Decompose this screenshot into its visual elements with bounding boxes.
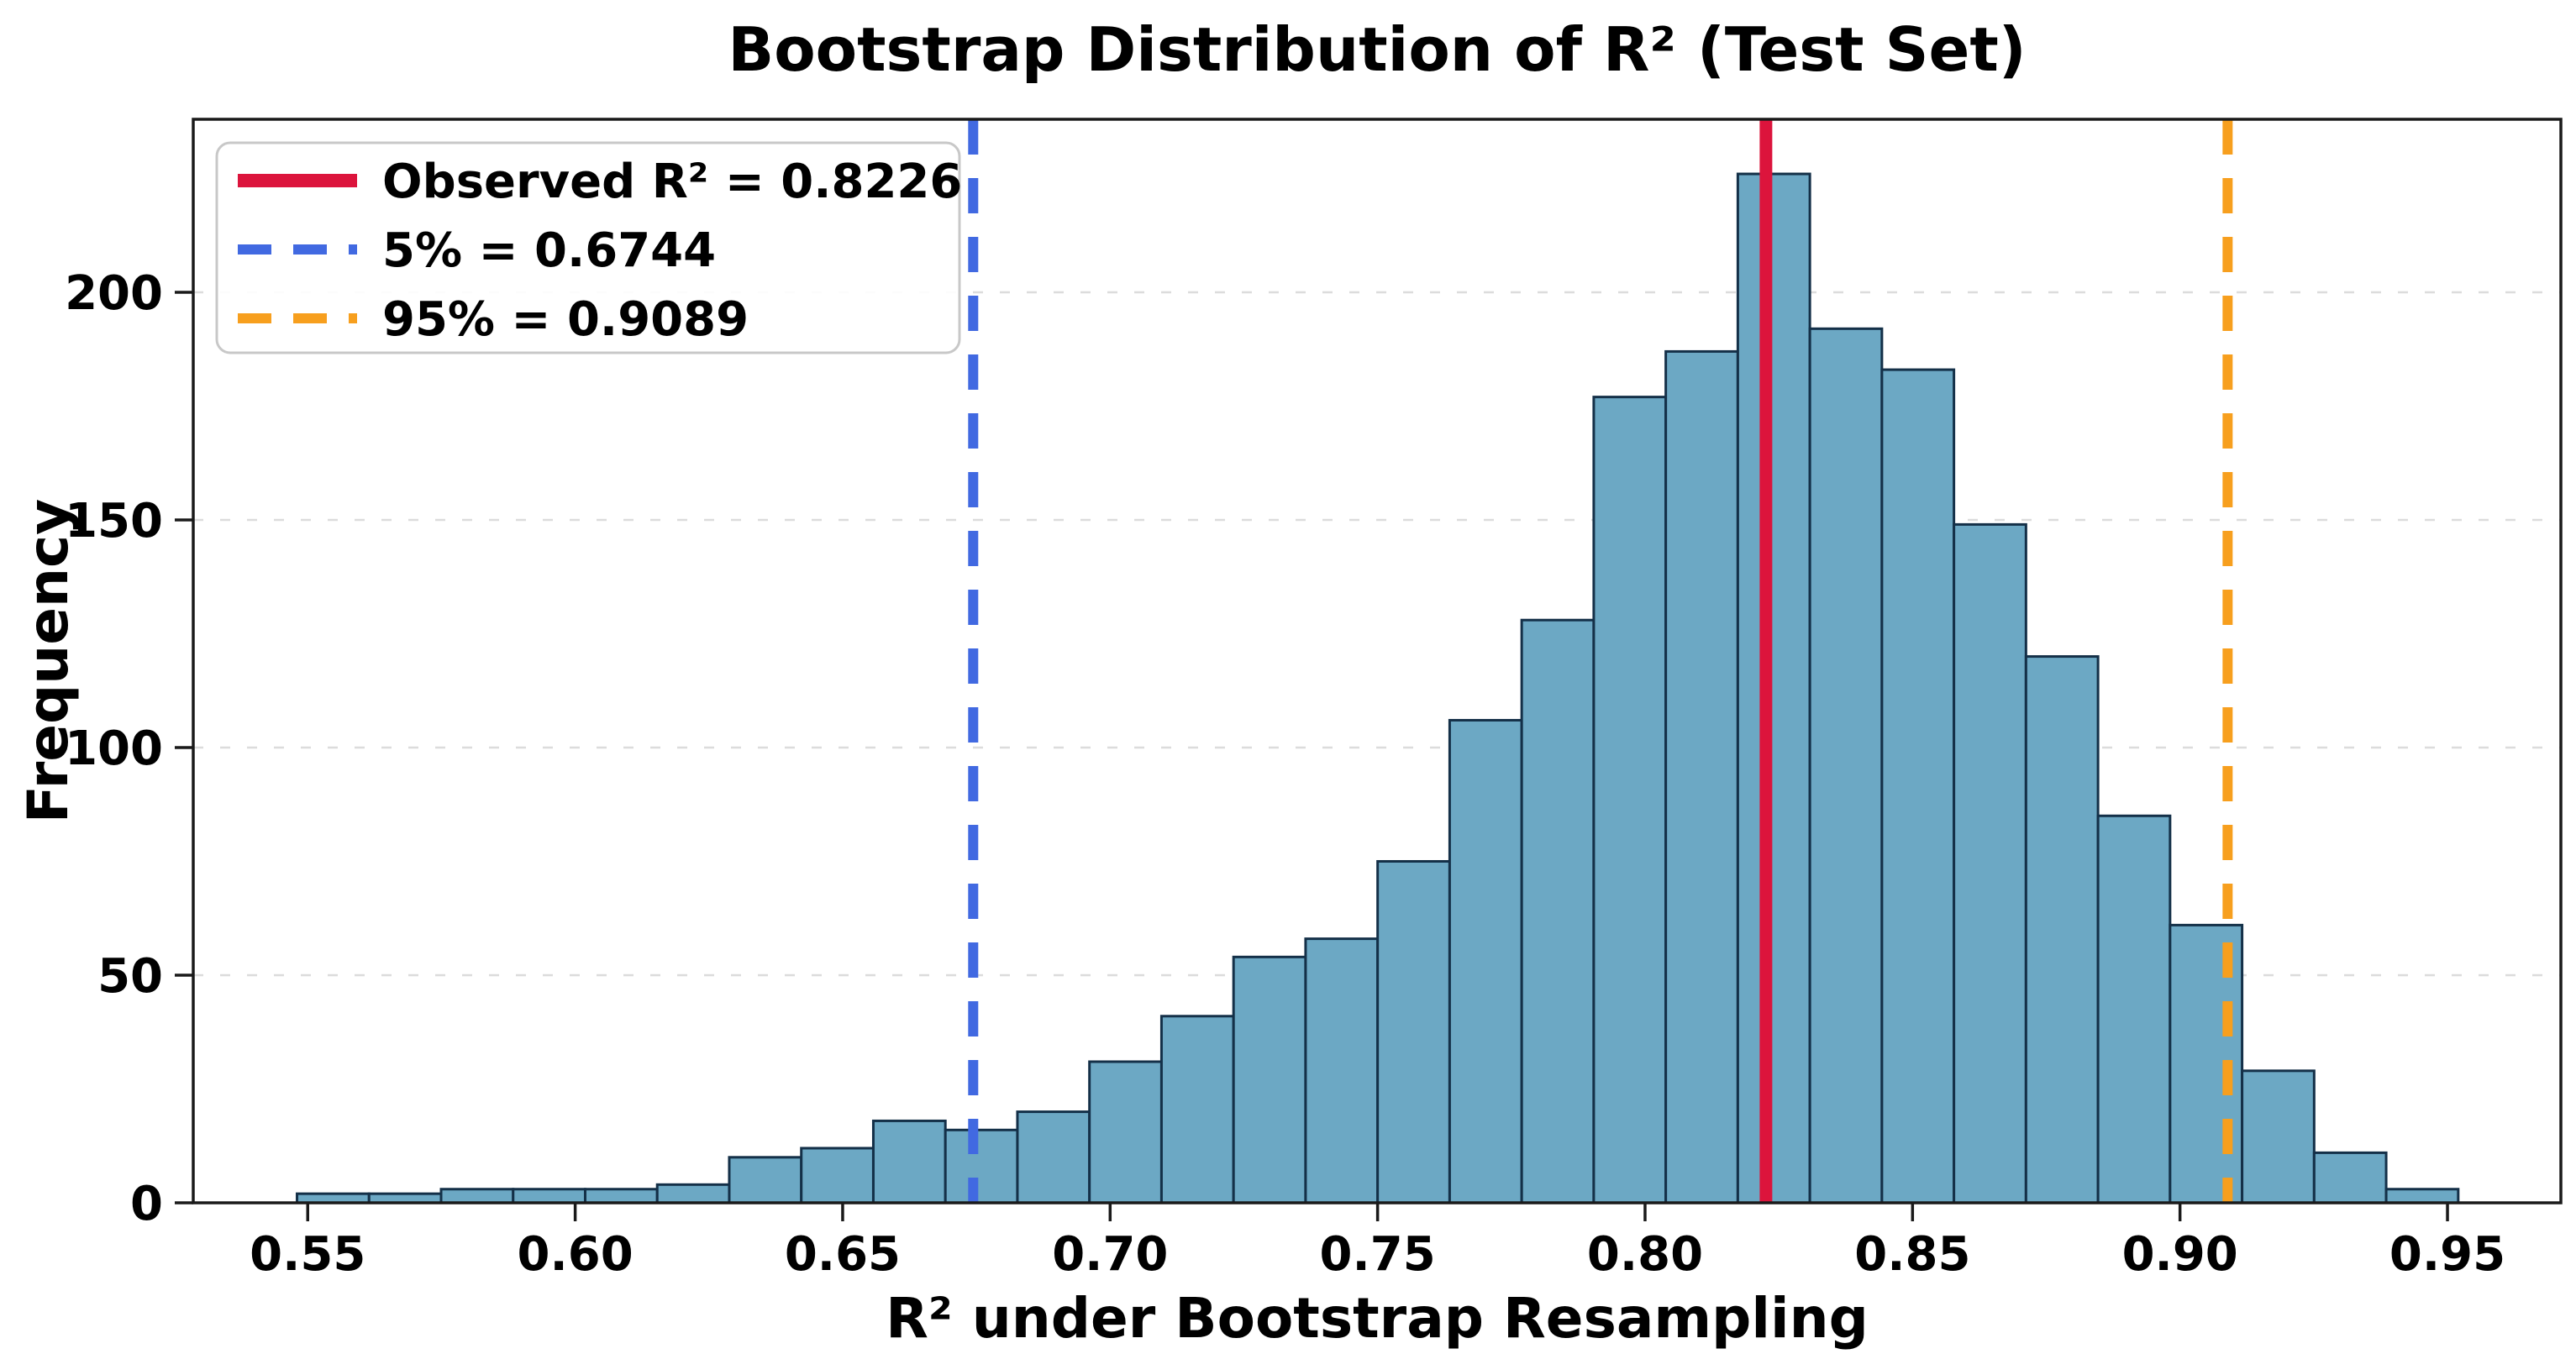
reference-lines <box>968 119 2233 1203</box>
hist-bar-2 <box>439 1188 515 1204</box>
x-tick-label-0.90: 0.90 <box>2122 1227 2238 1282</box>
hist-bar-29 <box>2384 1188 2460 1204</box>
y-tick-label-50: 50 <box>97 949 163 1004</box>
histogram-bars <box>296 172 2460 1204</box>
legend: Observed R² = 0.8226 5% = 0.6744 95% = 0… <box>215 141 962 354</box>
hist-bar-13 <box>1232 955 1307 1204</box>
hist-bar-25 <box>2096 814 2172 1204</box>
hist-bar-6 <box>728 1156 803 1204</box>
hist-bar-3 <box>512 1188 586 1204</box>
hist-bar-16 <box>1448 718 1523 1204</box>
hist-bar-24 <box>2024 655 2100 1204</box>
x-tick-label-0.80: 0.80 <box>1587 1227 1703 1282</box>
hist-bar-8 <box>871 1119 947 1204</box>
chart-title: Bootstrap Distribution of R² (Test Set) <box>728 14 2026 85</box>
x-tick-label-0.65: 0.65 <box>785 1227 901 1282</box>
hist-bar-12 <box>1159 1015 1235 1204</box>
y-tick-label-0: 0 <box>130 1177 163 1231</box>
hist-bar-14 <box>1304 937 1380 1204</box>
legend-box <box>215 141 961 354</box>
x-axis-label: R² under Bootstrap Resampling <box>886 1286 1869 1351</box>
hist-bar-5 <box>655 1183 731 1204</box>
legend-label-p5: 5% = 0.6744 <box>382 223 716 278</box>
hist-bar-15 <box>1376 859 1451 1204</box>
legend-label-p95: 95% = 0.9089 <box>382 292 749 347</box>
hist-bar-18 <box>1592 396 1668 1204</box>
x-tick-label-0.95: 0.95 <box>2389 1227 2505 1282</box>
hist-bar-7 <box>800 1147 875 1204</box>
hist-bar-21 <box>1808 327 1884 1204</box>
hist-bar-19 <box>1664 349 1739 1204</box>
hist-bar-11 <box>1088 1060 1163 1204</box>
hist-bar-9 <box>944 1128 1019 1204</box>
x-tick-label-0.75: 0.75 <box>1320 1227 1436 1282</box>
y-axis-ticks: 0 50 100 150 200 <box>65 266 193 1231</box>
hist-bar-4 <box>583 1188 659 1204</box>
y-tick-label-100: 100 <box>65 722 163 776</box>
hist-bar-22 <box>1880 368 1956 1204</box>
x-axis-ticks: 0.55 0.60 0.65 0.70 0.75 0.80 0.85 0.90 0.95 <box>250 1203 2505 1282</box>
y-tick-label-200: 200 <box>65 266 163 321</box>
hist-bar-23 <box>1953 522 2027 1204</box>
x-tick-label-0.60: 0.60 <box>518 1227 633 1282</box>
x-tick-label-0.55: 0.55 <box>250 1227 365 1282</box>
y-axis-label: Frequency <box>16 499 81 823</box>
x-tick-label-0.85: 0.85 <box>1854 1227 1970 1282</box>
hist-bar-17 <box>1520 618 1596 1204</box>
x-tick-label-0.70: 0.70 <box>1052 1227 1168 1282</box>
hist-bar-10 <box>1016 1110 1091 1204</box>
hist-bar-28 <box>2312 1151 2388 1204</box>
hist-bar-20 <box>1736 172 1811 1204</box>
y-tick-label-150: 150 <box>65 494 163 548</box>
legend-label-observed: Observed R² = 0.8226 <box>382 155 962 209</box>
hist-bar-27 <box>2241 1069 2316 1204</box>
